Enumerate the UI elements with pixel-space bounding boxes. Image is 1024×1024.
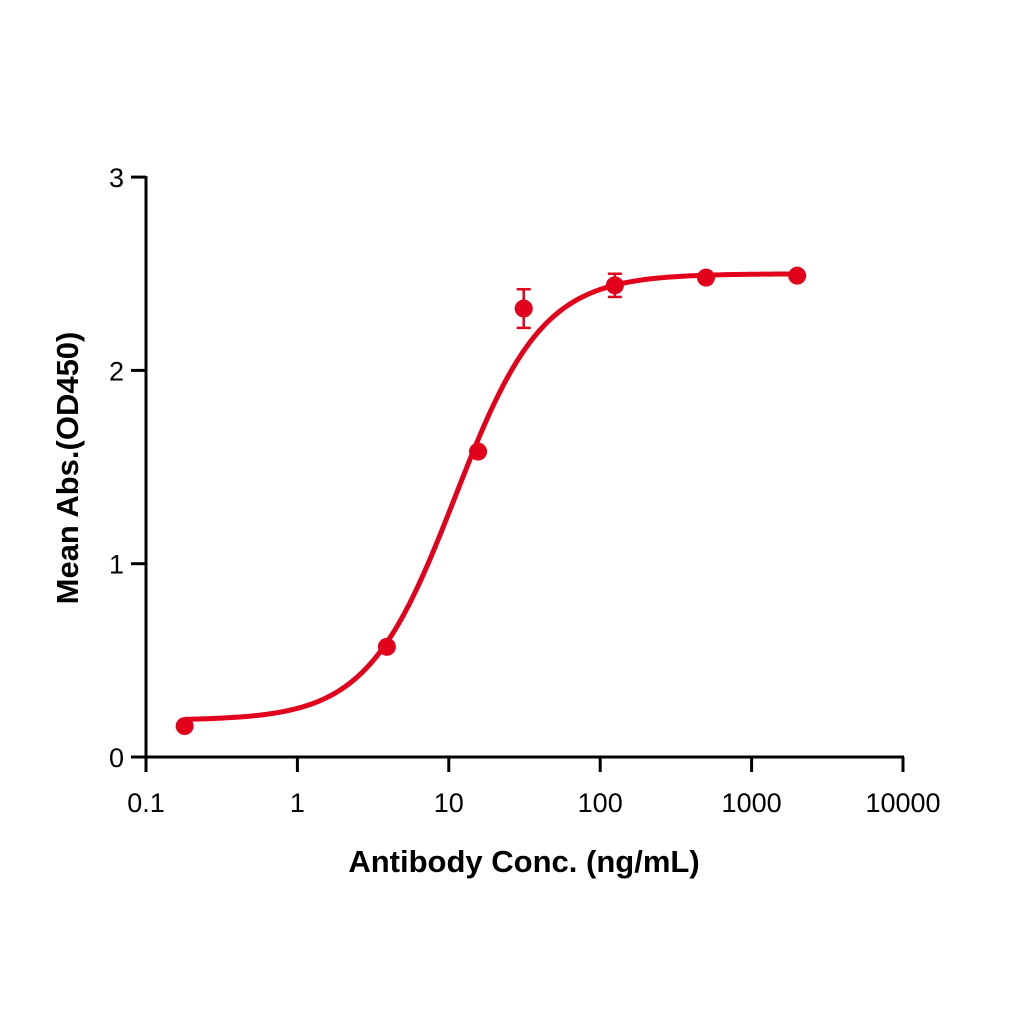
y-tick-label: 3 xyxy=(109,163,124,193)
x-tick-label: 1000 xyxy=(722,788,782,818)
y-tick-label: 2 xyxy=(109,356,124,386)
x-tick-label: 10000 xyxy=(865,788,940,818)
data-point xyxy=(514,299,533,318)
data-point xyxy=(697,268,716,287)
data-point xyxy=(788,266,807,285)
x-tick-label: 1 xyxy=(290,788,305,818)
data-point xyxy=(469,442,488,461)
data-point xyxy=(605,276,624,295)
y-tick-label: 1 xyxy=(109,550,124,580)
data-points xyxy=(175,266,807,736)
fit-curve-path xyxy=(184,271,798,722)
y-tick-label: 0 xyxy=(109,743,124,773)
x-tick-label: 0.1 xyxy=(127,788,165,818)
y-axis-title: Mean Abs.(OD450) xyxy=(50,332,85,605)
data-point xyxy=(377,637,396,656)
fit-curve xyxy=(184,271,798,722)
x-tick-label: 100 xyxy=(578,788,623,818)
x-axis-title: Antibody Conc. (ng/mL) xyxy=(348,844,699,879)
axes: 0.1 1 10 100 1000 10000 0 1 2 3 xyxy=(109,163,941,818)
x-tick-label: 10 xyxy=(434,788,464,818)
data-point xyxy=(175,717,194,736)
